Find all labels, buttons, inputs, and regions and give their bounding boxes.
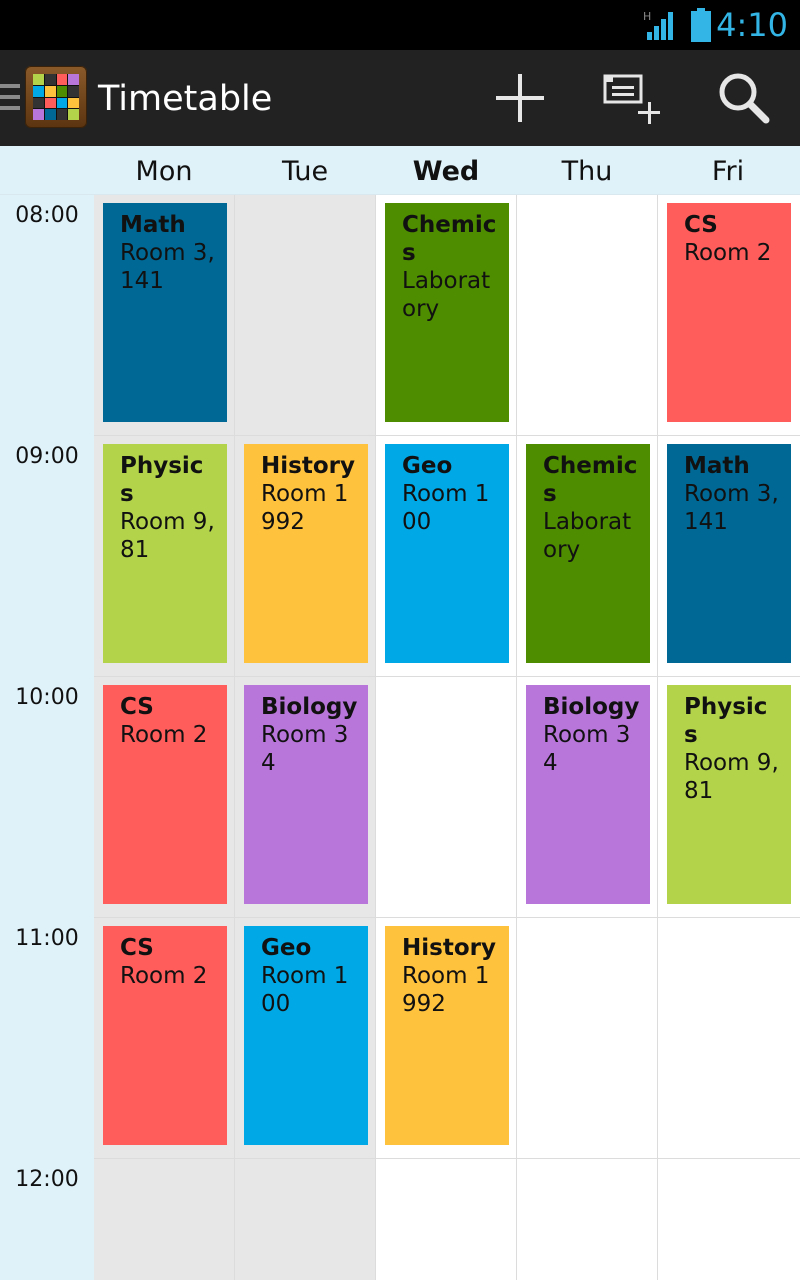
day-header-row: Mon Tue Wed Thu Fri bbox=[0, 146, 800, 195]
lesson-block[interactable]: History Room 1992 bbox=[385, 926, 509, 1145]
lesson-block[interactable]: History Room 1992 bbox=[244, 444, 368, 663]
lesson-block[interactable]: CS Room 2 bbox=[103, 926, 227, 1145]
lesson-subject: History bbox=[402, 935, 496, 961]
row-divider bbox=[94, 435, 800, 436]
lesson-block[interactable]: Physics Room 9,81 bbox=[103, 444, 227, 663]
lesson-room: Room 3,141 bbox=[120, 240, 215, 294]
lesson-room: Room 9,81 bbox=[684, 750, 779, 804]
lesson-block[interactable]: Physics Room 9,81 bbox=[667, 685, 791, 904]
column-divider bbox=[516, 195, 517, 1280]
lesson-room: Room 34 bbox=[261, 722, 349, 776]
lesson-room: Room 2 bbox=[120, 722, 208, 748]
lesson-room: Laboratory bbox=[543, 509, 632, 563]
lesson-block[interactable]: Biology Room 34 bbox=[244, 685, 368, 904]
lesson-subject: Physics bbox=[684, 694, 768, 748]
lesson-subject: Geo bbox=[261, 935, 312, 961]
column-divider bbox=[375, 195, 376, 1280]
lesson-subject: CS bbox=[684, 212, 718, 238]
lesson-subject: Physics bbox=[120, 453, 204, 507]
add-button[interactable] bbox=[490, 68, 550, 128]
time-label: 08:00 bbox=[15, 203, 79, 228]
lesson-room: Room 3,141 bbox=[684, 481, 779, 535]
battery-icon bbox=[691, 8, 711, 42]
lesson-room: Room 100 bbox=[261, 963, 349, 1017]
lesson-block[interactable]: Math Room 3,141 bbox=[103, 203, 227, 422]
lesson-subject: Biology bbox=[543, 694, 640, 720]
day-header-thu: Thu bbox=[561, 156, 613, 187]
lesson-subject: CS bbox=[120, 935, 154, 961]
status-bar: H 4:10 bbox=[0, 0, 800, 50]
day-header-mon: Mon bbox=[135, 156, 193, 187]
column-divider bbox=[234, 195, 235, 1280]
column-divider bbox=[657, 195, 658, 1280]
row-divider bbox=[94, 917, 800, 918]
signal-icon: H bbox=[643, 10, 673, 40]
time-label: 10:00 bbox=[15, 685, 79, 710]
lesson-block[interactable]: Geo Room 100 bbox=[244, 926, 368, 1145]
add-event-icon bbox=[603, 74, 660, 124]
drawer-menu-icon[interactable] bbox=[0, 84, 20, 114]
time-column: 08:00 09:00 10:00 11:00 12:00 bbox=[0, 195, 94, 1280]
lesson-subject: CS bbox=[120, 694, 154, 720]
lesson-subject: Math bbox=[684, 453, 750, 479]
lesson-room: Room 100 bbox=[402, 481, 490, 535]
lesson-block[interactable]: CS Room 2 bbox=[103, 685, 227, 904]
lesson-block[interactable]: Math Room 3,141 bbox=[667, 444, 791, 663]
lesson-block[interactable]: CS Room 2 bbox=[667, 203, 791, 422]
lesson-room: Room 1992 bbox=[261, 481, 349, 535]
add-icon bbox=[496, 74, 544, 122]
lesson-subject: Chemics bbox=[543, 453, 638, 507]
add-event-button[interactable] bbox=[602, 68, 662, 128]
search-button[interactable] bbox=[714, 68, 774, 128]
day-header-wed: Wed bbox=[412, 156, 480, 187]
search-icon bbox=[719, 73, 770, 124]
action-bar: Timetable bbox=[0, 50, 800, 146]
lesson-block[interactable]: Geo Room 100 bbox=[385, 444, 509, 663]
day-header-fri: Fri bbox=[711, 156, 745, 187]
lesson-subject: History bbox=[261, 453, 355, 479]
row-divider bbox=[94, 1158, 800, 1159]
day-header-tue: Tue bbox=[281, 156, 329, 187]
lesson-block[interactable]: Chemics Laboratory bbox=[526, 444, 650, 663]
lesson-subject: Chemics bbox=[402, 212, 497, 266]
lesson-room: Room 2 bbox=[120, 963, 208, 989]
lesson-subject: Biology bbox=[261, 694, 358, 720]
lesson-room: Room 2 bbox=[684, 240, 772, 266]
lesson-room: Room 34 bbox=[543, 722, 631, 776]
app-title: Timetable bbox=[98, 79, 273, 119]
time-label: 12:00 bbox=[15, 1167, 79, 1192]
row-divider bbox=[94, 676, 800, 677]
lesson-room: Laboratory bbox=[402, 268, 491, 322]
lesson-subject: Math bbox=[120, 212, 186, 238]
network-type-label: H bbox=[643, 10, 651, 23]
lesson-block[interactable]: Chemics Laboratory bbox=[385, 203, 509, 422]
lesson-room: Room 1992 bbox=[402, 963, 490, 1017]
lesson-room: Room 9,81 bbox=[120, 509, 215, 563]
lesson-block[interactable]: Biology Room 34 bbox=[526, 685, 650, 904]
app-logo-icon[interactable] bbox=[25, 66, 87, 128]
time-label: 11:00 bbox=[15, 926, 79, 951]
lesson-subject: Geo bbox=[402, 453, 453, 479]
status-time: 4:10 bbox=[716, 6, 788, 44]
time-label: 09:00 bbox=[15, 444, 79, 469]
